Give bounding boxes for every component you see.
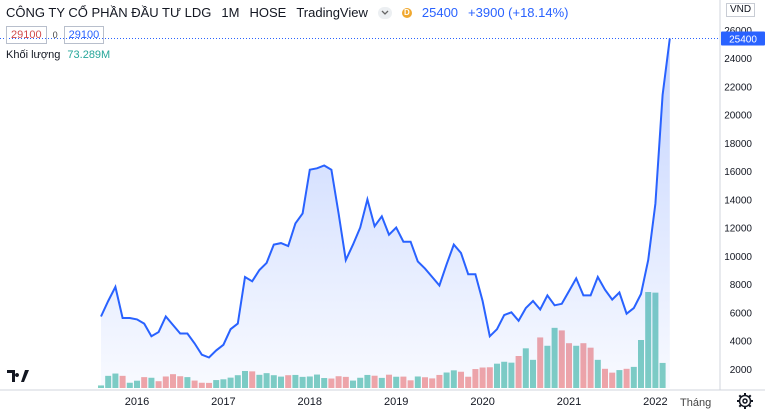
y-tick-label: 24000: [724, 54, 752, 65]
time-scale-label: Tháng: [680, 397, 712, 409]
symbol-name: CÔNG TY CỔ PHẦN ĐẦU TƯ LDG: [6, 5, 212, 20]
y-tick-label: 22000: [724, 82, 752, 93]
x-tick-label: 2018: [298, 396, 322, 408]
data-source: TradingView: [296, 5, 368, 20]
y-tick-label: 12000: [724, 224, 752, 235]
bid-price[interactable]: 29100: [6, 26, 47, 44]
interval[interactable]: 1M: [221, 5, 240, 20]
y-tick-label: 8000: [730, 280, 753, 291]
x-tick-label: 2016: [125, 396, 149, 408]
y-tick-label: 10000: [724, 252, 752, 263]
y-tick-label: 2000: [730, 365, 753, 376]
tradingview-logo-icon[interactable]: [6, 365, 32, 387]
x-tick-label: 2019: [384, 396, 408, 408]
price-scale-bg: [720, 0, 765, 414]
symbol-legend[interactable]: CÔNG TY CỔ PHẦN ĐẦU TƯ LDG 1M HOSE Tradi…: [6, 5, 579, 20]
last-price-marker: 25400: [721, 31, 765, 46]
price-line: [100, 38, 671, 359]
price-change: +3900 (+18.14%): [468, 5, 569, 20]
x-tick-label: 2022: [643, 396, 667, 408]
chevron-down-icon[interactable]: [377, 6, 392, 19]
volume-legend[interactable]: Khối lượng 73.289M: [6, 49, 110, 61]
exchange: HOSE: [249, 5, 287, 20]
y-tick-label: 16000: [724, 167, 752, 178]
x-tick-label: 2020: [470, 396, 494, 408]
status-badge: D: [401, 7, 412, 18]
x-axis-ticks: 2016 2017 2018 2019 2020 2021 2022: [125, 396, 668, 408]
quote-row: 29100 0 29100: [6, 26, 105, 44]
volume-label: Khối lượng: [6, 49, 61, 61]
price-area-fill: [101, 38, 670, 388]
x-tick-label: 2017: [211, 396, 235, 408]
ask-price[interactable]: 29100: [63, 26, 105, 44]
spread-value: 0: [52, 30, 58, 40]
last-price-label: 25400: [729, 34, 757, 45]
x-tick-label: 2021: [557, 396, 581, 408]
y-tick-label: 4000: [730, 337, 753, 348]
volume-value: 73.289M: [67, 49, 111, 61]
currency-selector[interactable]: VND: [726, 3, 756, 17]
gear-icon[interactable]: [736, 392, 754, 410]
y-tick-label: 14000: [724, 195, 752, 206]
y-tick-label: 6000: [730, 308, 753, 319]
y-tick-label: 18000: [724, 139, 752, 150]
last-price: 25400: [421, 5, 459, 20]
y-tick-label: 20000: [724, 111, 752, 122]
